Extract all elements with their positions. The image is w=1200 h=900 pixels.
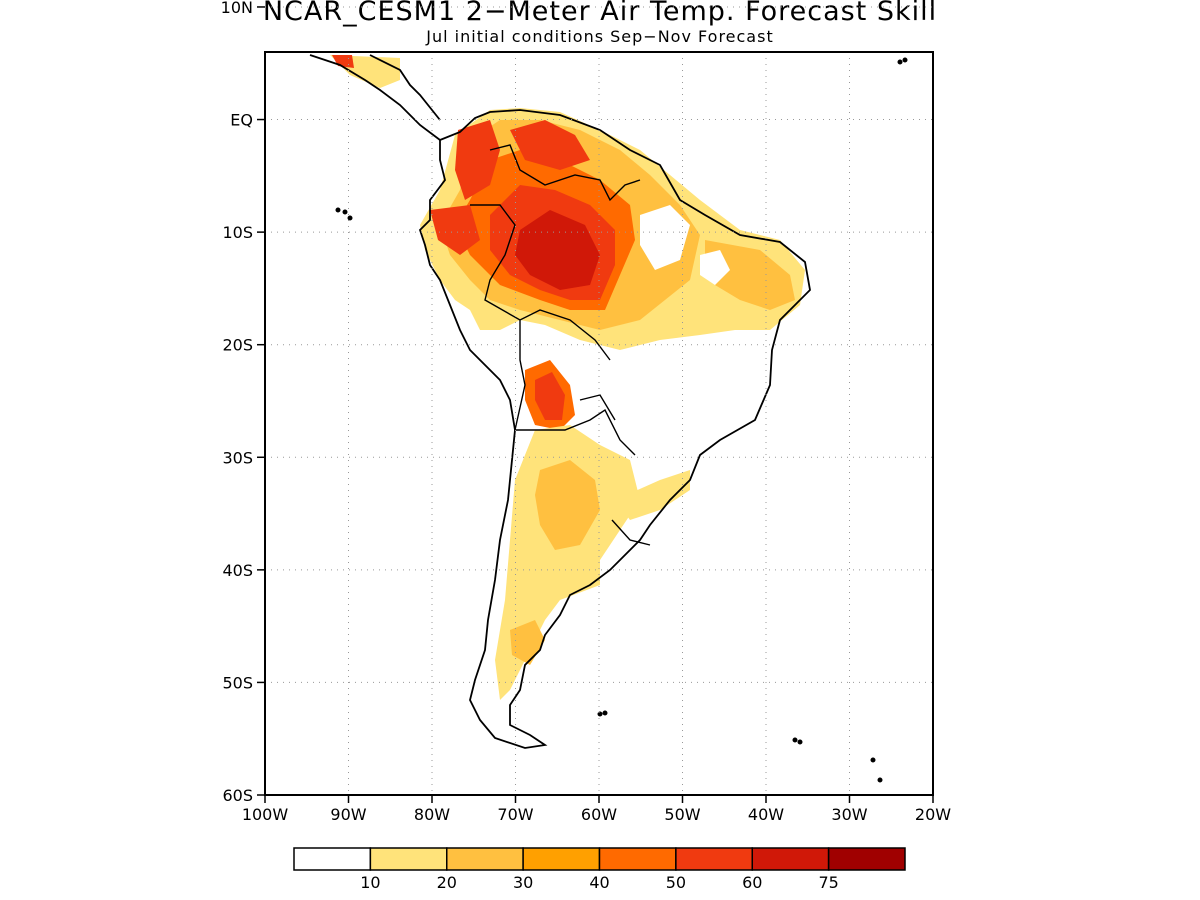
skill-region-uruguay-yellow <box>615 470 690 520</box>
x-tick-label: 40W <box>748 805 784 824</box>
colorbar-label: 40 <box>589 873 609 892</box>
island-mark <box>792 737 798 743</box>
island-mark <box>870 757 876 763</box>
south-america-coastline <box>418 109 811 749</box>
x-tick-label: 80W <box>414 805 450 824</box>
colorbar-swatch <box>446 847 524 871</box>
skill-region-amazon-dark <box>515 210 600 290</box>
colorbar-label: 20 <box>437 873 457 892</box>
y-tick-label: 10N <box>221 0 253 17</box>
colorbar-swatch <box>369 847 448 871</box>
colorbar-label: 10 <box>360 873 380 892</box>
colorbar-swatch <box>751 847 830 871</box>
colorbar-swatch <box>598 847 677 871</box>
map-subtitle: Jul initial conditions Sep−Nov Forecast <box>426 27 774 46</box>
latitude-labels: 10N EQ 10S 20S 30S 40S 50S 60S <box>221 0 265 805</box>
y-tick-label: 20S <box>222 336 253 355</box>
longitude-labels: 100W 90W 80W 70W 60W 50W 40W 30W 20W <box>242 795 951 824</box>
colorbar-swatch <box>827 847 906 871</box>
skill-region-white-ne2 <box>700 250 730 285</box>
island-mark <box>335 207 341 213</box>
x-tick-label: 70W <box>497 805 533 824</box>
y-tick-label: 30S <box>222 448 253 467</box>
island-mark <box>597 711 603 717</box>
y-tick-label: 10S <box>222 223 253 242</box>
island-mark <box>602 710 608 716</box>
island-mark <box>342 209 348 215</box>
skill-fills <box>330 55 805 700</box>
skill-region-chaco-red <box>535 372 565 420</box>
central-america-north-coast <box>369 54 441 121</box>
colorbar-swatch <box>675 847 753 871</box>
skill-region-east-orange <box>705 240 795 310</box>
island-mark <box>877 777 883 783</box>
island-mark <box>897 59 903 65</box>
colorbar: 10 20 30 40 50 60 75 <box>293 847 906 892</box>
map-title: NCAR_CESM1 2−Meter Air Temp. Forecast Sk… <box>262 0 938 27</box>
y-tick-label: EQ <box>230 111 253 130</box>
y-tick-label: 50S <box>222 673 253 692</box>
skill-region-venezuela-red <box>510 120 590 170</box>
y-tick-label: 40S <box>222 561 253 580</box>
skill-region-ecuador-red <box>430 205 480 255</box>
skill-region-white-ne <box>640 205 690 270</box>
colorbar-label: 60 <box>742 873 762 892</box>
island-mark <box>902 57 908 63</box>
x-tick-label: 30W <box>831 805 867 824</box>
island-mark <box>347 215 353 221</box>
colorbar-label: 30 <box>513 873 533 892</box>
x-tick-label: 20W <box>915 805 951 824</box>
y-tick-label: 60S <box>222 786 253 805</box>
skill-region-argentina-orange <box>535 460 600 550</box>
colorbar-swatch <box>293 847 372 871</box>
country-borders <box>470 144 651 546</box>
island-mark <box>797 739 803 745</box>
colorbar-label: 75 <box>818 873 838 892</box>
x-tick-label: 90W <box>330 805 366 824</box>
x-tick-label: 100W <box>242 805 289 824</box>
x-tick-label: 50W <box>664 805 700 824</box>
x-tick-label: 60W <box>581 805 617 824</box>
colorbar-label: 50 <box>666 873 686 892</box>
colorbar-swatch <box>522 847 601 871</box>
central-america-coastline <box>309 54 441 141</box>
skill-region-colombia-red <box>455 120 500 200</box>
map-grid <box>265 6 933 795</box>
coastlines <box>309 54 908 783</box>
